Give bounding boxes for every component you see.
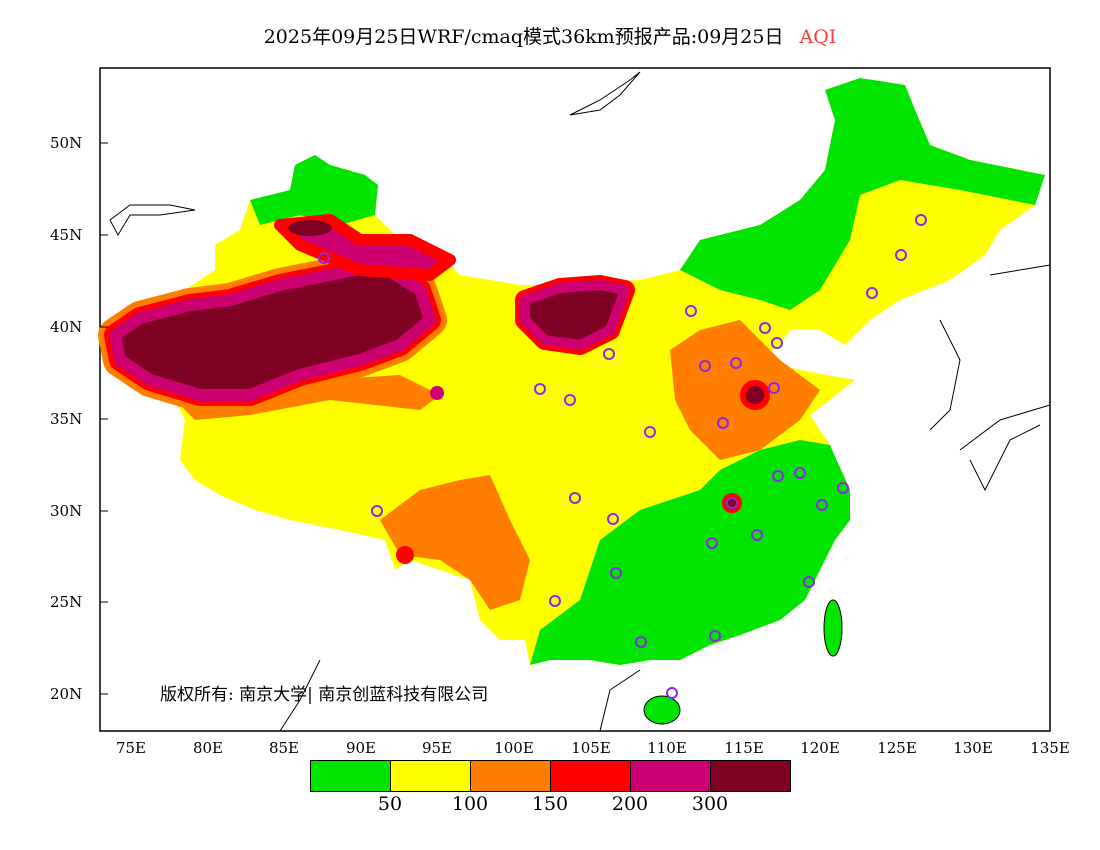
lon-label: 110E bbox=[647, 739, 687, 757]
lat-label: 30N bbox=[50, 502, 83, 520]
legend-swatch bbox=[631, 761, 711, 791]
lon-label: 90E bbox=[345, 739, 377, 757]
hotspot-tibet bbox=[396, 546, 414, 564]
legend-swatch bbox=[471, 761, 551, 791]
map-title: 2025年09月25日WRF/cmaq模式36km预报产品:09月25日 AQI bbox=[0, 22, 1100, 49]
lon-label: 85E bbox=[268, 739, 300, 757]
lon-label: 130E bbox=[953, 739, 993, 757]
lon-label: 75E bbox=[115, 739, 147, 757]
legend-swatch bbox=[391, 761, 471, 791]
legend-swatch bbox=[311, 761, 391, 791]
lon-label: 120E bbox=[800, 739, 840, 757]
lon-label: 95E bbox=[421, 739, 453, 757]
lat-label: 35N bbox=[50, 410, 83, 428]
green-north-xinjiang bbox=[250, 155, 378, 225]
lat-label: 45N bbox=[50, 226, 83, 244]
lon-label: 125E bbox=[877, 739, 917, 757]
lon-label: 105E bbox=[571, 739, 611, 757]
legend-swatch bbox=[551, 761, 631, 791]
legend-swatch bbox=[711, 761, 790, 791]
taiwan bbox=[823, 599, 843, 657]
lat-label: 50N bbox=[50, 134, 83, 152]
hotspot-shandong bbox=[740, 380, 770, 410]
lon-label: 100E bbox=[494, 739, 534, 757]
orange-tibet bbox=[380, 475, 530, 610]
lon-label: 115E bbox=[724, 739, 764, 757]
lon-label: 80E bbox=[192, 739, 224, 757]
ticks bbox=[100, 142, 108, 695]
lat-label: 40N bbox=[50, 318, 83, 336]
lat-label: 25N bbox=[50, 593, 83, 611]
green-south bbox=[530, 440, 850, 665]
legend-label: 50 bbox=[377, 793, 403, 815]
title-main: 2025年09月25日WRF/cmaq模式36km预报产品:09月25日 bbox=[263, 26, 784, 48]
legend-label: 100 bbox=[451, 793, 489, 815]
title-variable: AQI bbox=[799, 26, 837, 48]
legend-label: 150 bbox=[531, 793, 569, 815]
coastlines-outside bbox=[109, 71, 1051, 732]
lon-label: 135E bbox=[1030, 739, 1070, 757]
green-northeast bbox=[680, 78, 1045, 310]
taklimakan-pollution bbox=[98, 248, 447, 412]
legend-label: 200 bbox=[611, 793, 649, 815]
legend-label: 300 bbox=[691, 793, 729, 815]
hotspot-qinghai bbox=[430, 386, 444, 400]
lat-label: 20N bbox=[50, 685, 83, 703]
gansu-pollution bbox=[515, 275, 635, 355]
color-legend bbox=[310, 760, 791, 792]
copyright-text: 版权所有: 南京大学| 南京创蓝科技有限公司 bbox=[160, 685, 489, 705]
hainan bbox=[643, 695, 681, 725]
city-markers bbox=[318, 214, 927, 699]
north-xinjiang-pollution bbox=[274, 214, 456, 281]
